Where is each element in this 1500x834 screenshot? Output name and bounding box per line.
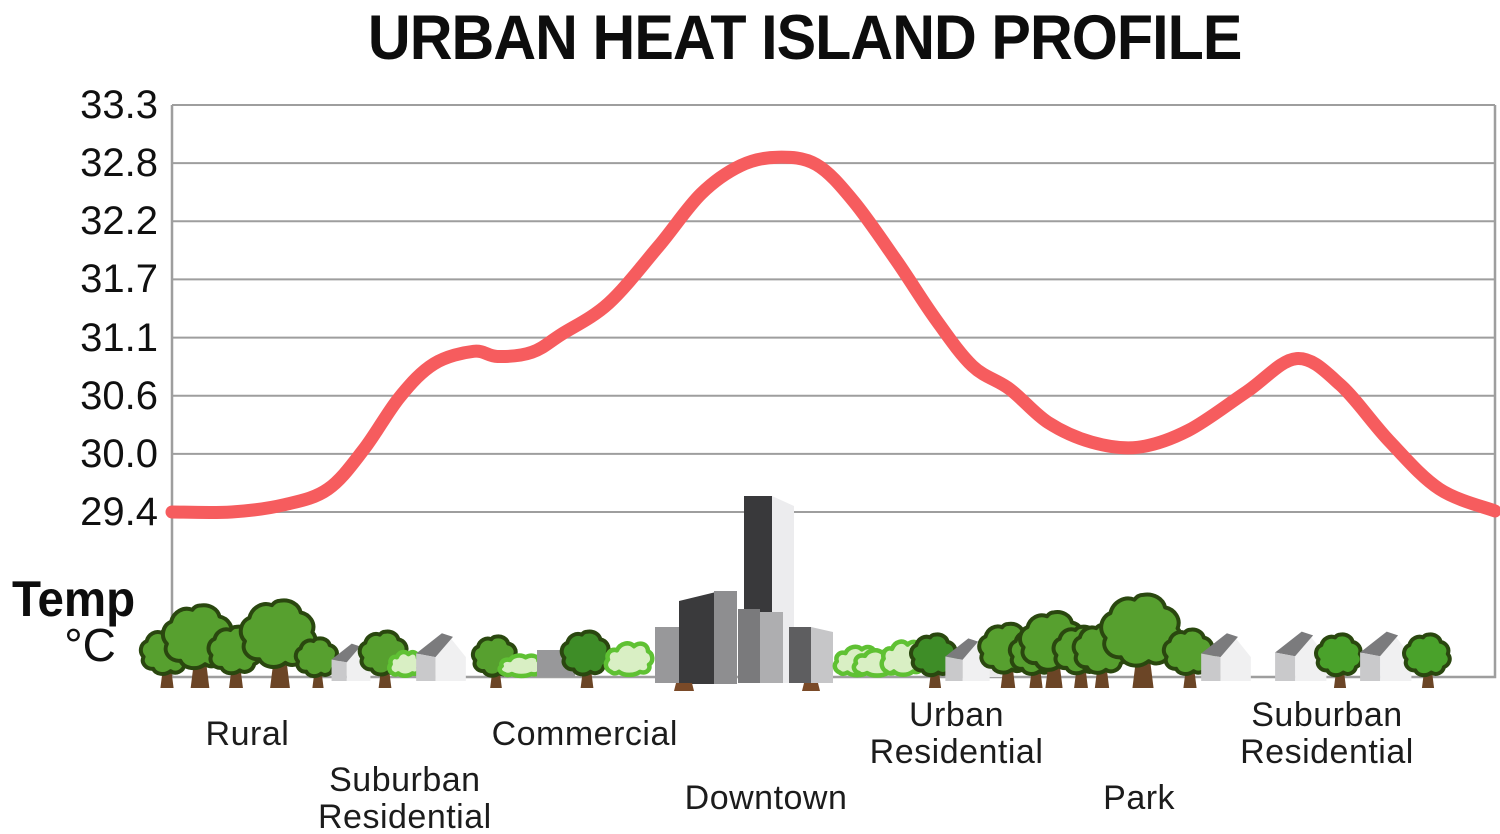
zone-label-rural: Rural [205, 715, 290, 753]
zone-label-park: Park [1103, 779, 1176, 817]
y-tick-label: 32.8 [80, 141, 158, 186]
gridlines [172, 104, 1495, 513]
zone-label-downtown: Downtown [684, 779, 848, 817]
zone-label-commercial: Commercial [491, 715, 678, 753]
zone-label-suburban-residential: Suburban Residential [1240, 696, 1414, 771]
y-tick-label: 33.3 [80, 83, 158, 127]
suburban-right-illustration [1201, 631, 1451, 690]
suburban-left-illustration [331, 630, 466, 690]
rural-trees-illustration [139, 598, 340, 690]
y-tick-label: 32.2 [80, 199, 158, 244]
y-tick-label: 31.7 [80, 257, 158, 302]
axes-border [170, 105, 1497, 679]
y-tick-label: 31.1 [80, 315, 158, 360]
y-tick-label: 29.4 [80, 490, 158, 534]
y-axis-label-unit: °C [64, 619, 116, 671]
zone-label-urban-residential: Urban Residential [869, 696, 1044, 771]
y-tick-label: 30.0 [80, 431, 158, 476]
downtown-skyline-illustration [655, 496, 833, 691]
chart-title: URBAN HEAT ISLAND PROFILE [368, 3, 1243, 73]
y-tick-label: 30.6 [80, 373, 158, 418]
temperature-curve [165, 150, 1500, 520]
zone-label-suburban-residential: Suburban Residential [317, 761, 492, 834]
commercial-illustration [471, 630, 654, 690]
park-trees-illustration [977, 592, 1215, 690]
y-axis-label-temp: Temp [12, 571, 136, 627]
